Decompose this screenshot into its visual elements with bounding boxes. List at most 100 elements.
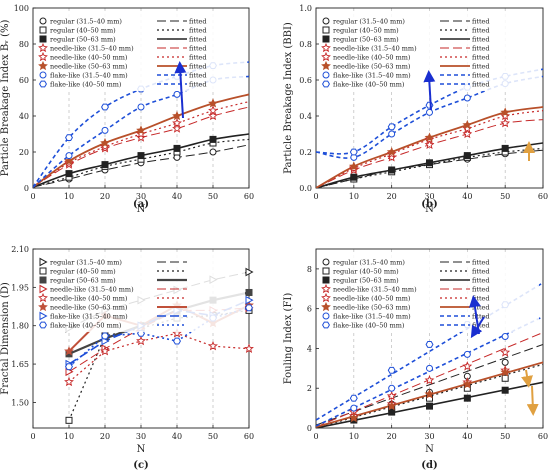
x-tick-label: 30	[136, 432, 146, 441]
legend-entry-label: regular (50–63 mm)	[50, 277, 116, 285]
data-point	[208, 341, 218, 351]
legend-entry-label: flake-like (31.5–40 mm)	[333, 313, 411, 321]
y-tick-label: 2	[307, 384, 312, 393]
series-line	[68, 309, 249, 421]
data-point	[386, 152, 397, 162]
data-point	[208, 105, 218, 115]
y-tick-label: 4	[307, 344, 312, 353]
data-point	[101, 161, 109, 169]
data-point	[349, 148, 358, 156]
data-point	[136, 128, 146, 139]
legend-fitted-label: fitted	[472, 63, 490, 71]
legend-entry-label: flake-like (31.5–40 mm)	[50, 313, 128, 321]
y-tick-label: 80	[19, 40, 29, 49]
x-tick-label: 40	[172, 192, 182, 201]
y-tick-label: 1.50	[11, 398, 29, 407]
legend-fitted-label: fitted	[472, 313, 490, 321]
legend-entry-label: needle-like (40–50 mm)	[333, 54, 411, 62]
legend-fitted-label: fitted	[189, 72, 207, 80]
data-point	[136, 132, 146, 142]
legend-marker	[322, 80, 330, 88]
panel-c: 0 10 20 30 40 50 60 1.50 1.65 1.80 1.95 2.10 N Fracta…	[0, 245, 254, 471]
data-point	[100, 346, 110, 356]
legend-entry-label: needle-like (50–63 mm)	[333, 304, 411, 312]
data-point	[172, 118, 182, 128]
legend-box	[320, 255, 539, 332]
legend-entry-label: needle-like (50–63 mm)	[50, 304, 128, 312]
trend-arrow	[174, 61, 187, 119]
data-point	[387, 123, 396, 131]
data-point	[209, 148, 217, 156]
legend-entry-label: regular (40–50 mm)	[333, 27, 399, 35]
x-tick-label: 10	[349, 432, 359, 441]
y-axis-label: Fractal Dimension (D)	[0, 282, 11, 395]
legend-marker	[322, 258, 330, 266]
panel-d: 0 10 20 30 40 50 60 0 2 4 6 8 N Fouling Index (FI) (d)…	[283, 248, 548, 471]
x-tick-label: 10	[64, 432, 74, 441]
y-tick-label: 0	[307, 424, 312, 433]
x-tick-label: 30	[136, 192, 146, 201]
data-point	[64, 376, 74, 387]
legend-marker	[321, 301, 331, 312]
y-tick-label: 0.6	[299, 76, 312, 85]
legend-marker	[321, 60, 331, 71]
data-point	[172, 110, 182, 121]
legend-marker	[38, 42, 48, 53]
legend-entry-label: regular (40–50 mm)	[50, 27, 116, 35]
legend-marker	[321, 42, 331, 53]
legend: regular (31.5–40 mm)regular (40–50 mm)re…	[37, 255, 245, 332]
data-point	[500, 367, 511, 377]
data-point	[388, 384, 396, 392]
legend-marker	[38, 301, 48, 312]
x-tick-label: 60	[244, 432, 254, 441]
data-point	[463, 152, 471, 160]
x-tick-label: 50	[500, 192, 510, 201]
legend-entry-label: flake-like (40–50 mm)	[50, 322, 122, 330]
legend-fitted-label: fitted	[472, 72, 490, 80]
data-point	[208, 110, 218, 121]
data-point	[501, 144, 509, 152]
trend-arrow	[470, 316, 485, 339]
data-point	[137, 103, 145, 111]
trend-arrow	[521, 369, 533, 388]
legend-box	[37, 255, 245, 332]
y-tick-label: 40	[19, 112, 29, 121]
data-point	[501, 386, 509, 394]
legend-marker	[39, 284, 48, 294]
legend-entry-label: regular (31.5–40 mm)	[333, 18, 405, 26]
legend-fitted-label: fitted	[472, 45, 490, 53]
legend-marker	[39, 267, 47, 275]
x-tick-label: 0	[30, 432, 35, 441]
x-tick-label: 0	[313, 432, 318, 441]
data-point	[462, 123, 473, 133]
legend-marker	[321, 283, 331, 294]
data-point	[65, 134, 73, 141]
legend-entry-label: regular (40–50 mm)	[50, 268, 116, 276]
data-point	[462, 378, 473, 389]
legend-fitted-label: fitted	[472, 259, 490, 267]
y-axis-label: Particle Breakage Index (BBI)	[283, 22, 294, 174]
data-point	[101, 126, 109, 134]
legend-fitted-label: fitted	[472, 36, 490, 44]
data-point	[501, 374, 509, 382]
data-point	[350, 404, 358, 412]
legend-entry-label: needle-like (50–63 mm)	[333, 63, 411, 71]
legend-marker	[322, 71, 330, 79]
data-point	[65, 170, 73, 178]
legend-entry-label: needle-like (40–50 mm)	[50, 54, 128, 62]
y-axis-label: Particle Breakage Index Bᵥ (%)	[0, 20, 11, 177]
data-point	[64, 155, 74, 166]
legend-entry-label: flake-like (31.5–40 mm)	[50, 72, 128, 80]
x-tick-label: 50	[208, 432, 218, 441]
series-line	[68, 307, 249, 368]
data-point	[500, 107, 511, 117]
data-point	[65, 152, 73, 160]
legend-entry-label: needle-like (31.5–40 mm)	[333, 45, 417, 53]
panel-label: (d)	[421, 460, 437, 471]
legend: regular (31.5–40 mm) fitted regular (40–50…	[320, 14, 539, 91]
data-point	[388, 166, 396, 174]
legend-fitted-label: fitted	[472, 18, 490, 26]
legend-box	[37, 14, 245, 91]
legend-marker	[39, 26, 47, 34]
legend-marker	[322, 26, 330, 34]
